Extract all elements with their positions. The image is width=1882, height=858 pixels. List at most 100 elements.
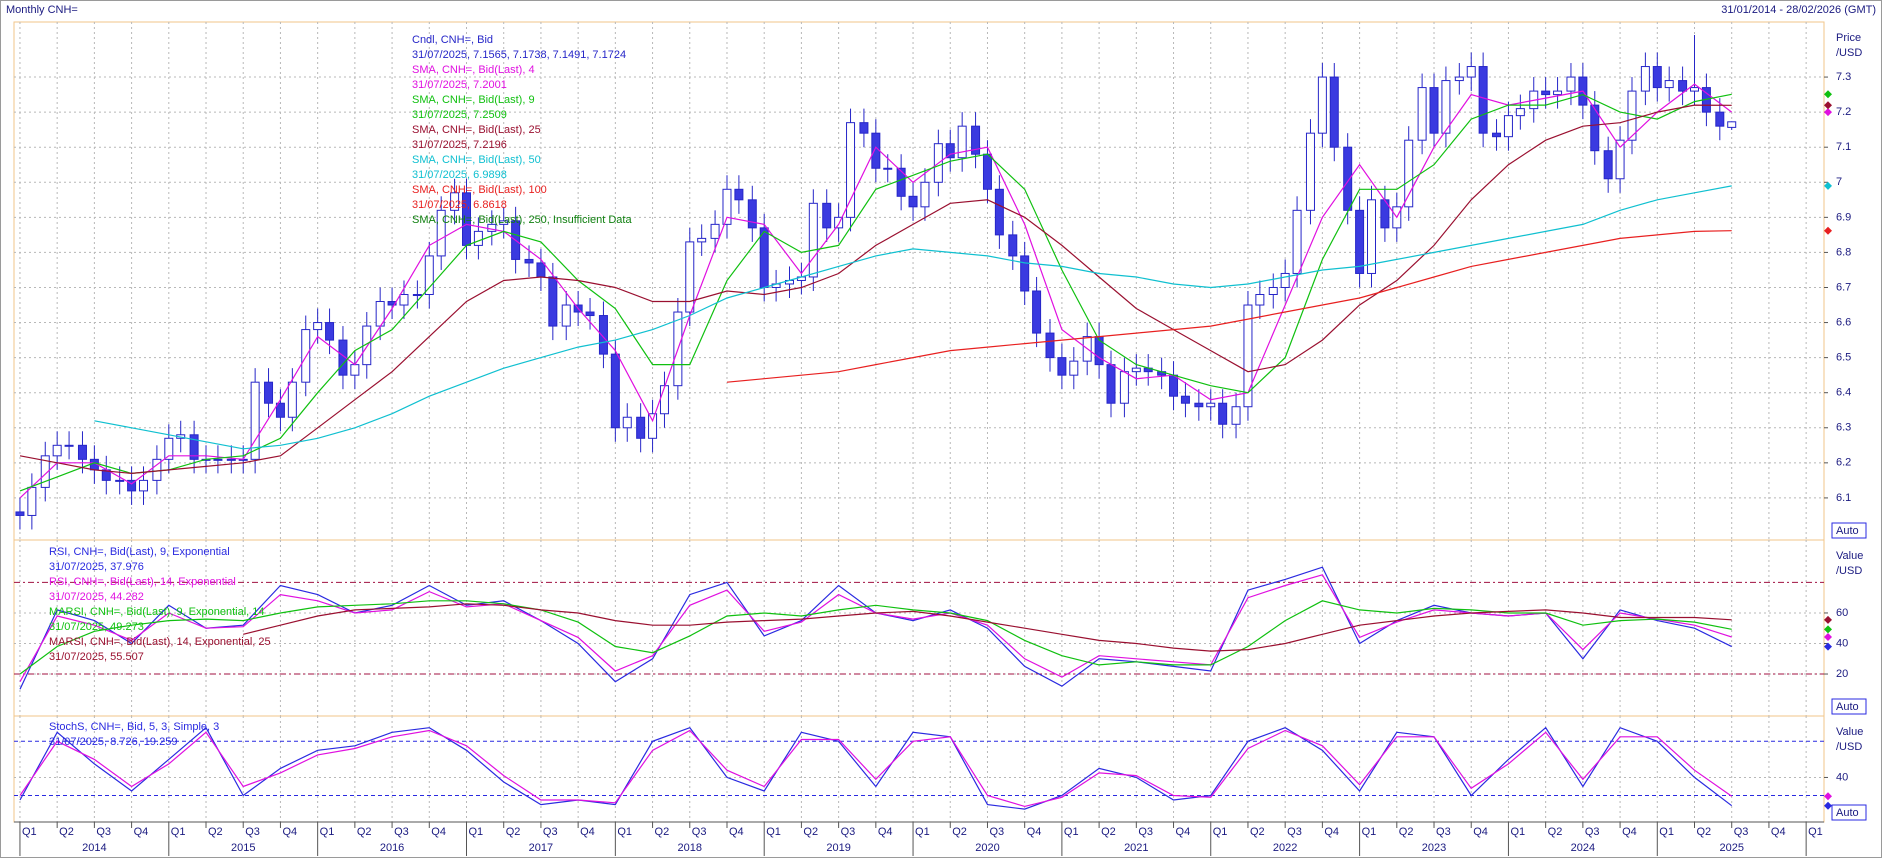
- candle-body: [450, 192, 460, 211]
- candle-body: [1404, 139, 1414, 208]
- candle-body: [1492, 132, 1502, 138]
- indicator-line: [19, 726, 1733, 810]
- candle-body: [1590, 104, 1600, 152]
- candle-body: [1690, 87, 1700, 92]
- legend-value: 31/07/2025, 7.2509: [412, 109, 507, 121]
- candle-body: [1664, 80, 1674, 89]
- axis-label: /USD: [1836, 565, 1862, 577]
- x-tick-label: Q4: [1027, 826, 1042, 838]
- candle-body: [1640, 66, 1650, 92]
- candle-body: [1343, 146, 1353, 211]
- y-tick-label: 6.3: [1836, 422, 1851, 434]
- legend-name: MARSI, CNH=, Bid(Last), 14, Exponential,…: [49, 636, 271, 648]
- year-label: 2018: [678, 842, 702, 854]
- x-tick-label: Q3: [1734, 826, 1749, 838]
- candle-body: [325, 322, 335, 341]
- last-value-marker: [1824, 90, 1832, 99]
- candle-body: [536, 262, 546, 278]
- candle-body: [152, 458, 162, 481]
- candle-body: [896, 167, 906, 197]
- candle-body: [982, 153, 992, 190]
- last-value-marker: [1824, 801, 1832, 810]
- candle-body: [1305, 132, 1315, 211]
- candle-body: [834, 216, 844, 229]
- candle-body: [1355, 209, 1365, 274]
- candle-body: [1069, 360, 1079, 376]
- candle-body: [1280, 272, 1290, 288]
- candle-body: [610, 353, 620, 429]
- x-tick-label: Q1: [1213, 826, 1228, 838]
- candle-body: [1553, 90, 1563, 96]
- last-value-marker: [1824, 642, 1832, 651]
- legend-name: SMA, CNH=, Bid(Last), 25: [412, 124, 541, 136]
- candle-body: [1255, 294, 1265, 306]
- axis-label: Price: [1836, 32, 1861, 44]
- y-tick-label: 7.3: [1836, 71, 1851, 83]
- candle-body: [561, 304, 571, 327]
- x-tick-label: Q3: [394, 826, 409, 838]
- candle-body: [747, 199, 757, 229]
- date-range: 31/01/2014 - 28/02/2026 (GMT): [1721, 4, 1876, 16]
- indicator-line: [19, 83, 1733, 499]
- candle-body: [759, 227, 769, 288]
- scale-mode: Auto: [1836, 807, 1859, 819]
- x-tick-label: Q1: [1362, 826, 1377, 838]
- x-tick-label: Q4: [134, 826, 149, 838]
- candle-body: [1292, 209, 1302, 274]
- candle-body: [412, 294, 422, 297]
- x-tick-label: Q2: [1101, 826, 1116, 838]
- candle-body: [971, 125, 981, 155]
- candle-body: [1441, 80, 1451, 134]
- x-tick-label: Q2: [803, 826, 818, 838]
- candle-body: [127, 479, 137, 492]
- candle-body: [1466, 66, 1476, 78]
- candle-body: [598, 315, 608, 355]
- axis-label: Value: [1836, 550, 1863, 562]
- legend-name: SMA, CNH=, Bid(Last), 250, Insufficient …: [412, 214, 632, 226]
- candle-body: [362, 325, 372, 366]
- candle-body: [697, 237, 707, 243]
- last-value-marker: [1824, 108, 1832, 117]
- candle-body: [1131, 367, 1141, 373]
- candle-body: [883, 167, 893, 170]
- candle-body: [1329, 76, 1339, 148]
- candle-body: [250, 381, 260, 460]
- indicator-line: [19, 93, 1732, 492]
- candle-body: [1727, 121, 1737, 128]
- last-value-marker: [1824, 226, 1832, 235]
- candle-body: [548, 276, 558, 327]
- candle-body: [859, 122, 869, 134]
- x-tick-label: Q4: [878, 826, 893, 838]
- candle-body: [685, 241, 695, 313]
- candle-body: [1566, 76, 1576, 92]
- candle-body: [1478, 66, 1488, 134]
- candle-body: [585, 311, 595, 317]
- legend-value: 31/07/2025, 7.2001: [412, 79, 507, 91]
- candle-body: [1218, 402, 1228, 425]
- candle-body: [115, 479, 125, 482]
- legend-value: 31/07/2025, 44.282: [49, 591, 144, 603]
- legend-name: RSI, CNH=, Bid(Last), 9, Exponential: [49, 546, 230, 558]
- x-tick-label: Q4: [1622, 826, 1637, 838]
- y-tick-label: 6.2: [1836, 457, 1851, 469]
- year-label: 2025: [1719, 842, 1743, 854]
- candle-body: [424, 255, 434, 296]
- y-tick-label: 6.1: [1836, 492, 1851, 504]
- chart-title: Monthly CNH=: [6, 4, 78, 16]
- candle-body: [1615, 139, 1625, 180]
- candle-body: [1180, 395, 1190, 404]
- x-tick-label: Q4: [1176, 826, 1191, 838]
- y-tick-label: 6.5: [1836, 352, 1851, 364]
- y-tick-label: 60: [1836, 607, 1848, 619]
- y-tick-label: 7: [1836, 176, 1842, 188]
- last-value-marker: [1824, 625, 1832, 634]
- candle-body: [1417, 87, 1427, 141]
- candle-body: [387, 301, 397, 306]
- scale-mode: Auto: [1836, 701, 1859, 713]
- x-tick-label: Q3: [543, 826, 558, 838]
- candle-body: [1454, 76, 1464, 82]
- candle-body: [945, 143, 955, 159]
- x-tick-label: Q4: [431, 826, 446, 838]
